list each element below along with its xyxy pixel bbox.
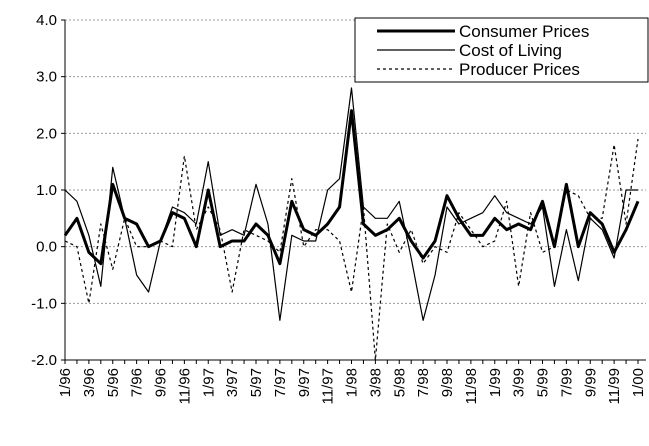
- x-tick-label: 9/97: [296, 368, 313, 397]
- y-tick-label: 1.0: [36, 182, 57, 199]
- x-tick-label: 3/96: [81, 368, 98, 397]
- y-tick-label: 2.0: [36, 125, 57, 142]
- x-tick-label: 1/98: [344, 368, 361, 397]
- x-tick-label: 5/98: [391, 368, 408, 397]
- x-tick-label: 7/99: [558, 368, 575, 397]
- x-tick-label: 5/99: [535, 368, 552, 397]
- x-tick-label: 11/96: [176, 368, 193, 404]
- y-tick-label: 4.0: [36, 12, 57, 29]
- x-tick-label: 9/96: [153, 368, 170, 397]
- x-tick-label: 7/96: [129, 368, 146, 397]
- x-tick-label: 7/97: [272, 368, 289, 397]
- x-tick-label: 5/96: [105, 368, 122, 397]
- x-tick-label: 11/99: [606, 368, 623, 404]
- y-tick-label: 3.0: [36, 69, 57, 86]
- series-line: [64, 138, 639, 361]
- x-tick-label: 7/98: [415, 368, 432, 397]
- y-tick-label: 0.0: [36, 239, 57, 256]
- x-tick-label: 1/99: [487, 368, 504, 397]
- x-tick-label: 5/97: [248, 368, 265, 397]
- x-tick-label: 1/00: [630, 368, 647, 397]
- x-tick-label: 1/96: [57, 368, 74, 397]
- y-tick-label: -1.0: [31, 295, 57, 312]
- legend-label: Consumer Prices: [459, 22, 589, 41]
- x-tick-label: 3/98: [367, 368, 384, 397]
- x-tick-label: 3/99: [511, 368, 528, 397]
- x-tick-label: 11/98: [463, 368, 480, 404]
- x-tick-label: 11/97: [320, 368, 337, 404]
- x-tick-label: 3/97: [224, 368, 241, 397]
- legend-label: Cost of Living: [459, 41, 562, 60]
- legend-label: Producer Prices: [459, 60, 580, 79]
- x-tick-label: 9/99: [582, 368, 599, 397]
- x-tick-label: 1/97: [200, 368, 217, 397]
- y-tick-label: -2.0: [31, 352, 57, 369]
- x-tick-label: 9/98: [439, 368, 456, 397]
